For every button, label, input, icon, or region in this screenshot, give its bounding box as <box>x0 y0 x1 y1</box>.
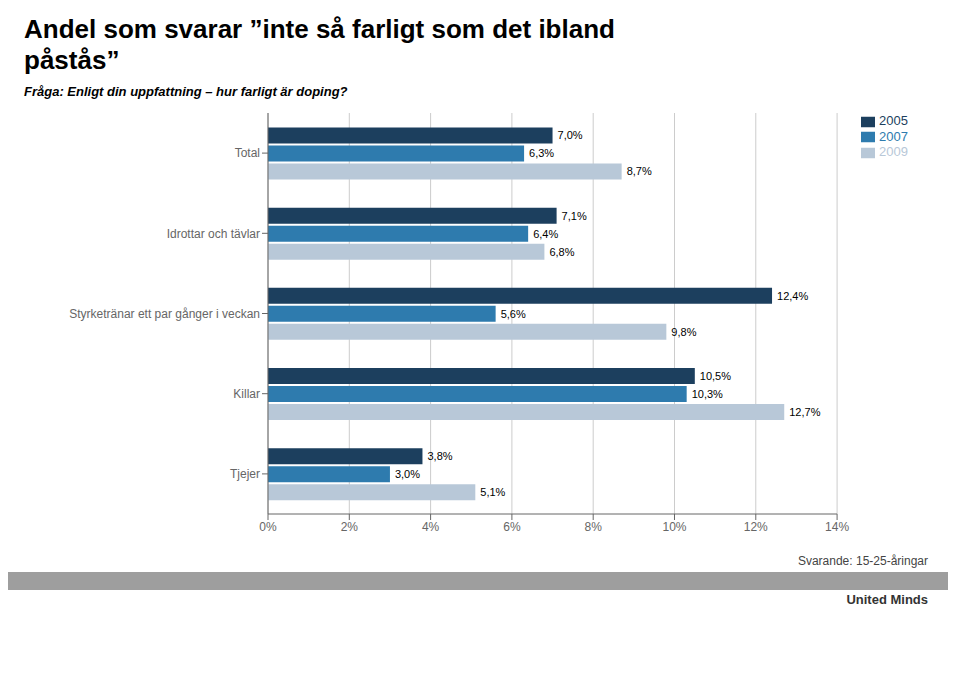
svg-text:2%: 2% <box>341 520 359 534</box>
svg-text:3,0%: 3,0% <box>395 468 420 480</box>
svg-text:9,8%: 9,8% <box>671 326 696 338</box>
svg-text:8,7%: 8,7% <box>627 165 652 177</box>
svg-text:Total: Total <box>235 146 260 160</box>
html-text:Andel som svarar ”inte så farl: Andel som svarar ”inte så farligt som de… <box>24 14 615 75</box>
svg-text:6%: 6% <box>503 520 521 534</box>
svg-text:6,8%: 6,8% <box>549 246 574 258</box>
svg-text:6,4%: 6,4% <box>533 228 558 240</box>
svg-text:6,3%: 6,3% <box>529 147 554 159</box>
svg-text:0%: 0% <box>259 520 277 534</box>
svg-text:7,1%: 7,1% <box>562 210 587 222</box>
svg-text:10,5%: 10,5% <box>700 370 731 382</box>
svg-text:4%: 4% <box>422 520 440 534</box>
html-text:United Minds: United Minds <box>846 592 928 607</box>
svg-text:Killar: Killar <box>233 387 260 401</box>
svg-text:12,7%: 12,7% <box>789 406 820 418</box>
svg-text:12,4%: 12,4% <box>777 290 808 302</box>
svg-text:7,0%: 7,0% <box>558 129 583 141</box>
svg-text:Styrketränar ett par gånger i: Styrketränar ett par gånger i veckan <box>69 307 260 321</box>
html-text:2009: 2009 <box>879 144 908 160</box>
svg-text:3,8%: 3,8% <box>427 450 452 462</box>
svg-text:10,3%: 10,3% <box>692 388 723 400</box>
html-text:2007: 2007 <box>879 128 908 144</box>
svg-text:5,1%: 5,1% <box>480 486 505 498</box>
html-text:Svarande: 15-25-åringar: Svarande: 15-25-åringar <box>797 554 928 568</box>
svg-text:12%: 12% <box>744 520 768 534</box>
html-text:2005: 2005 <box>879 113 908 128</box>
svg-text:Idrottar och tävlar: Idrottar och tävlar <box>167 227 260 241</box>
svg-text:14%: 14% <box>825 520 849 534</box>
svg-text:10%: 10% <box>662 520 686 534</box>
svg-text:5,6%: 5,6% <box>501 308 526 320</box>
svg-text:Tjejer: Tjejer <box>230 467 260 481</box>
svg-text:8%: 8% <box>585 520 603 534</box>
html-text:Fråga: Enligt din uppfattning: Fråga: Enligt din uppfattning – hur farl… <box>24 84 348 99</box>
